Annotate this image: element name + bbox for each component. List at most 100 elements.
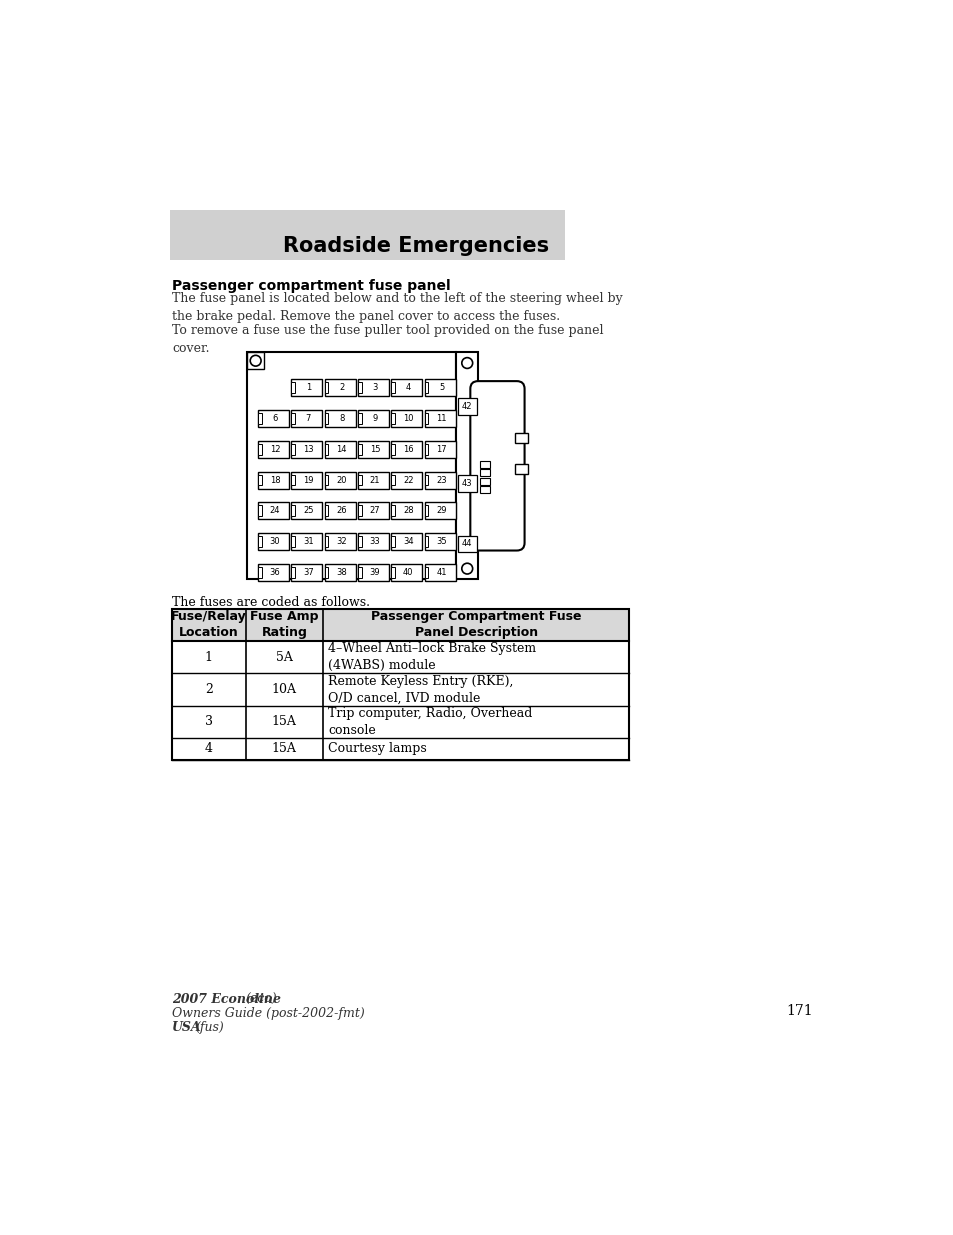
Text: 35: 35 (436, 537, 447, 546)
Bar (257, 474, 261, 485)
Bar (324, 412, 328, 424)
Bar (324, 505, 328, 516)
Bar (357, 379, 389, 396)
Bar (391, 441, 422, 458)
Text: 14: 14 (336, 445, 347, 453)
Text: 4–Wheel Anti–lock Brake System
(4WABS) module: 4–Wheel Anti–lock Brake System (4WABS) m… (328, 642, 536, 672)
Bar (291, 379, 322, 396)
FancyBboxPatch shape (470, 382, 524, 551)
Bar (172, 609, 629, 760)
Bar (391, 443, 395, 454)
Bar (357, 503, 389, 520)
Bar (291, 383, 294, 393)
Text: 29: 29 (436, 506, 446, 515)
Text: The fuses are coded as follows.: The fuses are coded as follows. (172, 597, 370, 609)
Text: Remote Keyless Entry (RKE),
O/D cancel, IVD module: Remote Keyless Entry (RKE), O/D cancel, … (328, 674, 514, 704)
Text: 6: 6 (272, 414, 277, 422)
Text: Fuse Amp
Rating: Fuse Amp Rating (250, 610, 318, 640)
Text: 5A: 5A (275, 651, 293, 663)
Bar (391, 412, 395, 424)
Bar (291, 503, 322, 520)
Bar (424, 503, 456, 520)
Bar (479, 487, 490, 493)
Bar (391, 534, 422, 550)
Bar (456, 352, 477, 579)
Text: 19: 19 (303, 475, 314, 484)
Bar (324, 567, 328, 578)
Text: 23: 23 (436, 475, 447, 484)
Bar (391, 472, 422, 489)
Bar (357, 505, 361, 516)
Bar (257, 441, 289, 458)
Text: 10A: 10A (272, 683, 296, 697)
Bar (324, 472, 355, 489)
Bar (424, 412, 428, 424)
Bar (257, 567, 261, 578)
Bar (424, 472, 456, 489)
Text: Roadside Emergencies: Roadside Emergencies (283, 236, 549, 256)
Bar (424, 534, 456, 550)
Text: 36: 36 (270, 568, 280, 577)
Bar (291, 536, 294, 547)
Text: 10: 10 (403, 414, 414, 422)
Bar (424, 379, 456, 396)
Bar (357, 443, 361, 454)
Bar (357, 412, 361, 424)
Bar (391, 567, 395, 578)
Bar (357, 534, 389, 550)
Bar (257, 443, 261, 454)
Text: 42: 42 (461, 403, 472, 411)
Bar (291, 505, 294, 516)
Bar (257, 505, 261, 516)
Text: 27: 27 (370, 506, 380, 515)
Text: 28: 28 (402, 506, 414, 515)
Text: 15A: 15A (272, 715, 296, 729)
Bar (291, 474, 294, 485)
Text: 33: 33 (369, 537, 380, 546)
Text: 5: 5 (438, 383, 444, 393)
Bar (257, 564, 289, 580)
Bar (515, 464, 527, 473)
Bar (324, 441, 355, 458)
Text: 31: 31 (303, 537, 314, 546)
Bar (257, 534, 289, 550)
Bar (357, 564, 389, 580)
Text: 2007 Econoline: 2007 Econoline (172, 993, 280, 1007)
Bar (424, 441, 456, 458)
Bar (424, 567, 428, 578)
Bar (291, 412, 294, 424)
Bar (291, 443, 294, 454)
Bar (424, 536, 428, 547)
Text: (fus): (fus) (195, 1020, 224, 1034)
Text: Owners Guide (post-2002-fmt): Owners Guide (post-2002-fmt) (172, 1007, 364, 1020)
Text: Passenger Compartment Fuse
Panel Description: Passenger Compartment Fuse Panel Descrip… (371, 610, 580, 640)
Bar (324, 536, 328, 547)
Text: 34: 34 (402, 537, 414, 546)
Bar (324, 379, 355, 396)
Text: 21: 21 (370, 475, 380, 484)
Text: 4: 4 (405, 383, 411, 393)
Bar (391, 503, 422, 520)
Bar (357, 410, 389, 427)
Bar (291, 472, 322, 489)
Text: 17: 17 (436, 445, 447, 453)
Bar (424, 564, 456, 580)
Bar (424, 474, 428, 485)
Text: 37: 37 (303, 568, 314, 577)
Text: 25: 25 (303, 506, 314, 515)
Text: 40: 40 (403, 568, 414, 577)
Text: 22: 22 (403, 475, 414, 484)
Text: (eco): (eco) (245, 993, 277, 1007)
Bar (479, 478, 490, 484)
Bar (291, 534, 322, 550)
Text: 32: 32 (336, 537, 347, 546)
Bar (324, 383, 328, 393)
Bar (257, 412, 261, 424)
Bar (391, 505, 395, 516)
Text: Fuse/Relay
Location: Fuse/Relay Location (171, 610, 247, 640)
Bar (515, 433, 527, 442)
Bar (457, 475, 476, 493)
Text: Trip computer, Radio, Overhead
console: Trip computer, Radio, Overhead console (328, 706, 533, 737)
Text: 1: 1 (205, 651, 213, 663)
Bar (424, 505, 428, 516)
